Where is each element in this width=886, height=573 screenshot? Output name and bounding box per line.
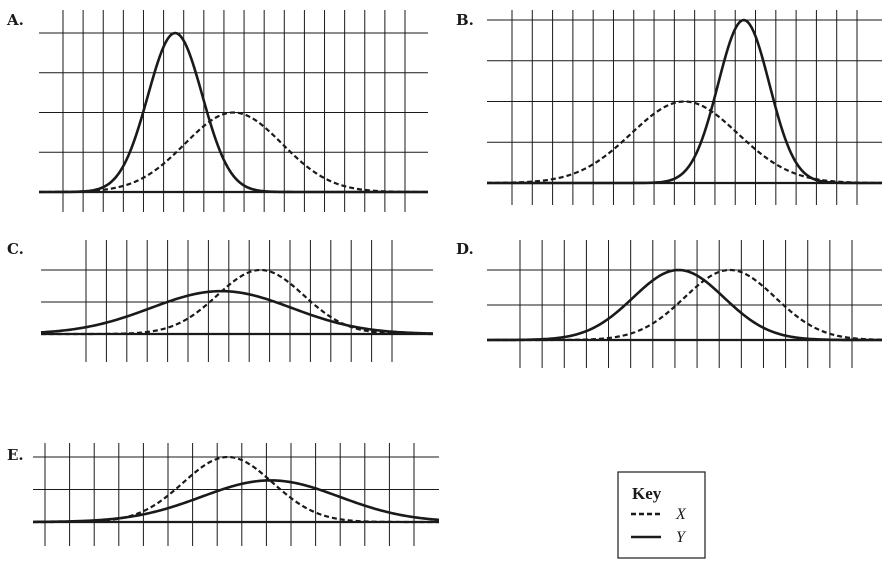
panel-b: [486, 10, 883, 205]
panel-label-c: C.: [7, 240, 24, 258]
series-x-curve: [41, 268, 434, 336]
series-y-curve: [39, 31, 428, 194]
series-y-curve: [40, 289, 434, 335]
panel-label-d: D.: [456, 240, 474, 258]
panel-label-e: E.: [7, 446, 24, 464]
series-y-curve: [32, 479, 440, 524]
panel-d: [487, 240, 883, 368]
legend-title: Key: [632, 484, 662, 503]
panel-a: [39, 10, 428, 212]
series-y-curve: [487, 268, 882, 342]
panel-e: [32, 443, 440, 546]
panel-c: [40, 240, 434, 362]
panel-label-b: B.: [456, 11, 474, 29]
series-x-curve: [487, 268, 883, 342]
series-y-curve: [487, 18, 882, 185]
legend-label-y: Y: [676, 529, 687, 546]
legend-border: [617, 471, 706, 559]
legend-box: Key X Y: [617, 471, 706, 559]
legend-label-x: X: [675, 506, 687, 523]
series-x-curve: [39, 111, 428, 194]
panel-label-a: A.: [6, 11, 24, 29]
